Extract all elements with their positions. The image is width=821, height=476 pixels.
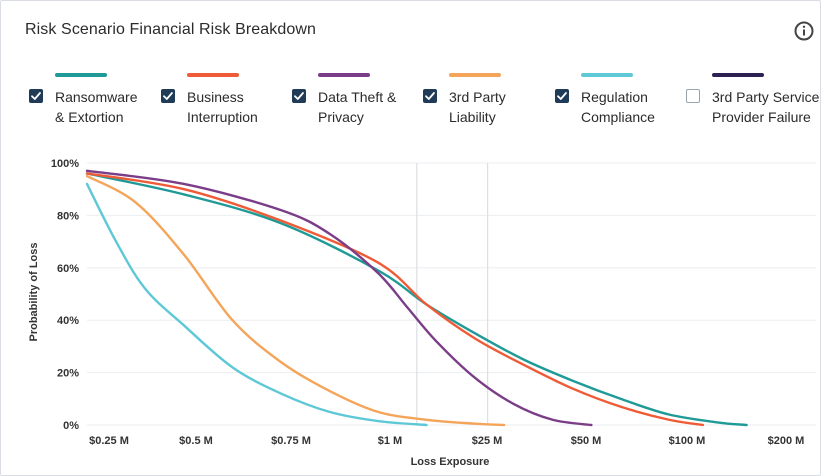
- series-lines: [85, 169, 748, 427]
- series-line-ransomware-extortion: [85, 172, 748, 427]
- legend-label: 3rd Party Service Provider Failure: [712, 89, 820, 125]
- y-tick-label: 20%: [57, 368, 79, 380]
- x-tick-label: $1 M: [378, 435, 402, 447]
- legend-swatch: [581, 73, 633, 77]
- series-line-3rd-party-liability: [85, 174, 506, 427]
- x-tick-label: $0.5 M: [179, 435, 213, 447]
- legend-swatch: [318, 73, 370, 77]
- checkbox-ransomware[interactable]: [29, 89, 43, 103]
- y-axis-label: Probability of Loss: [28, 242, 40, 341]
- legend-label: Ransomware & Extortion: [55, 89, 138, 125]
- gridlines: [87, 162, 816, 426]
- legend-swatch: [449, 73, 501, 77]
- x-tick-label: $50 M: [571, 435, 602, 447]
- y-tick-label: 60%: [57, 263, 79, 275]
- legend-label: Business Interruption: [187, 89, 258, 125]
- legend-swatch: [187, 73, 239, 77]
- series-line-business-interruption: [85, 172, 705, 427]
- legend-label: 3rd Party Liability: [449, 89, 506, 125]
- checkbox-regulation-compliance[interactable]: [555, 89, 569, 103]
- check-icon: [163, 92, 173, 100]
- x-tick-label: $100 M: [669, 435, 706, 447]
- series-line-regulation-compliance: [85, 182, 428, 427]
- legend-swatch: [55, 73, 107, 77]
- y-tick-label: 40%: [57, 315, 79, 327]
- y-tick-label: 0%: [63, 420, 79, 432]
- x-tick-label: $200 M: [768, 435, 805, 447]
- check-icon: [425, 92, 435, 100]
- legend-label: Data Theft & Privacy: [318, 89, 397, 125]
- legend-label: Regulation Compliance: [581, 89, 655, 125]
- check-icon: [294, 92, 304, 100]
- x-axis-label: Loss Exposure: [411, 456, 490, 468]
- check-icon: [31, 92, 41, 100]
- checkbox-business-interruption[interactable]: [161, 89, 175, 103]
- checkbox-data-theft[interactable]: [292, 89, 306, 103]
- check-icon: [557, 92, 567, 100]
- x-tick-label: $25 M: [472, 435, 503, 447]
- checkbox-3rd-party-service[interactable]: [686, 89, 700, 103]
- x-tick-label: $0.75 M: [271, 435, 311, 447]
- chart-title: Risk Scenario Financial Risk Breakdown: [25, 21, 317, 38]
- series-line-data-theft-privacy: [85, 169, 593, 427]
- y-axis-ticks: 0% 20% 40% 60% 80% 100%: [51, 158, 79, 432]
- info-circle-icon[interactable]: [794, 21, 814, 41]
- legend-swatch: [712, 73, 764, 77]
- y-tick-label: 80%: [57, 210, 79, 222]
- x-axis-ticks: $0.25 M $0.5 M $0.75 M $1 M $25 M $50 M $100 M…: [89, 435, 804, 447]
- y-tick-label: 100%: [51, 158, 79, 170]
- x-tick-label: $0.25 M: [89, 435, 129, 447]
- checkbox-3rd-party-liability[interactable]: [423, 89, 437, 103]
